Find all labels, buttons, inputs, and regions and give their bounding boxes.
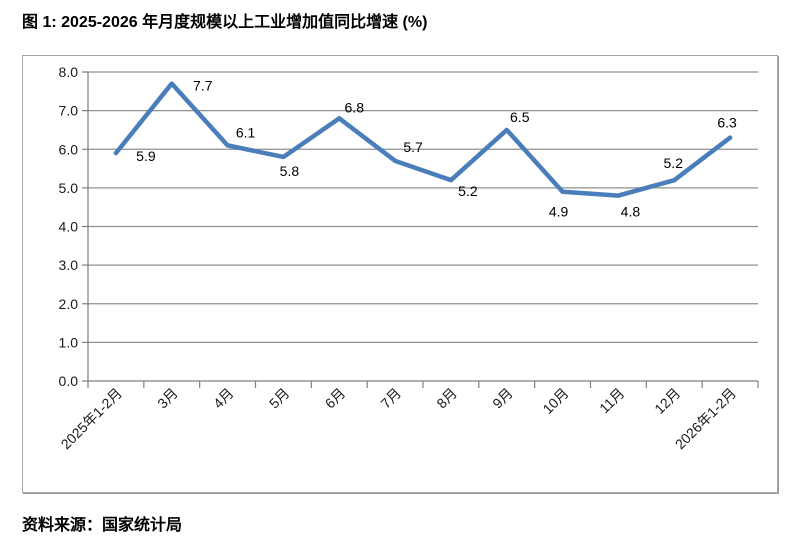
x-tick-labels: 2025年1-2月 3月 4月 5月 6月 7月 8月 9月 10月 11月 12月2026年1-2…: [58, 385, 740, 452]
y-tick-label: 6.0: [59, 141, 79, 157]
data-label: 5.2: [458, 183, 478, 199]
x-tick-label: 3月: [154, 385, 181, 412]
x-tick-label: 5月: [266, 385, 293, 412]
data-label: 5.8: [280, 163, 300, 179]
x-tick-label: 6月: [322, 385, 349, 412]
x-tick-label: 10月: [539, 385, 571, 417]
gridlines: [88, 71, 758, 343]
x-axis-ticks: [87, 381, 759, 388]
source-note: 资料来源：国家统计局: [22, 517, 183, 534]
y-tick-label: 1.0: [59, 334, 79, 350]
x-tick-label: 9月: [489, 385, 516, 412]
data-label: 5.2: [664, 155, 684, 171]
data-label: 6.5: [510, 109, 530, 125]
data-label: 5.7: [403, 139, 423, 155]
y-tick-label: 5.0: [59, 180, 79, 196]
y-tick-label: 0.0: [59, 373, 79, 389]
chart-container: 0.0 1.0 2.0 3.0 4.0 5.0 6.0 7.0 8.0 2025年1-2月 3月 4月…: [22, 55, 778, 493]
x-tick-label: 2025年1-2月: [58, 385, 125, 452]
x-tick-label: 7月: [377, 385, 404, 412]
y-tick-label: 2.0: [59, 296, 79, 312]
data-label: 6.3: [717, 115, 737, 131]
y-axis-ticks: [82, 71, 88, 382]
chart-title: 图 1: 2025-2026 年月度规模以上工业增加值同比增速 (%): [22, 14, 428, 31]
series: [113, 81, 733, 198]
data-label: 5.9: [136, 148, 156, 164]
data-label: 6.8: [345, 99, 365, 115]
data-label: 4.9: [549, 204, 569, 220]
data-label: 4.8: [621, 204, 641, 220]
y-tick-label: 7.0: [59, 103, 79, 119]
y-tick-label: 4.0: [59, 219, 79, 235]
y-tick-labels: 0.0 1.0 2.0 3.0 4.0 5.0 6.0 7.0 8.0: [59, 64, 79, 389]
x-tick-label: 8月: [433, 385, 460, 412]
data-label: 6.1: [236, 124, 256, 140]
x-tick-label: 4月: [210, 385, 237, 412]
x-tick-label: 11月: [596, 385, 627, 416]
x-tick-label: 12月: [651, 385, 683, 417]
line-chart: 0.0 1.0 2.0 3.0 4.0 5.0 6.0 7.0 8.0 2025年1-2月 3月 4月…: [58, 64, 759, 452]
data-label: 7.7: [193, 78, 213, 94]
y-tick-label: 3.0: [59, 257, 79, 273]
y-tick-label: 8.0: [59, 64, 79, 80]
series-line: [113, 81, 733, 198]
data-labels: 5.9 7.7 6.1 5.8 6.8 5.7 5.2 6.5 4.9 4.8 5.2 6.3: [136, 78, 737, 220]
